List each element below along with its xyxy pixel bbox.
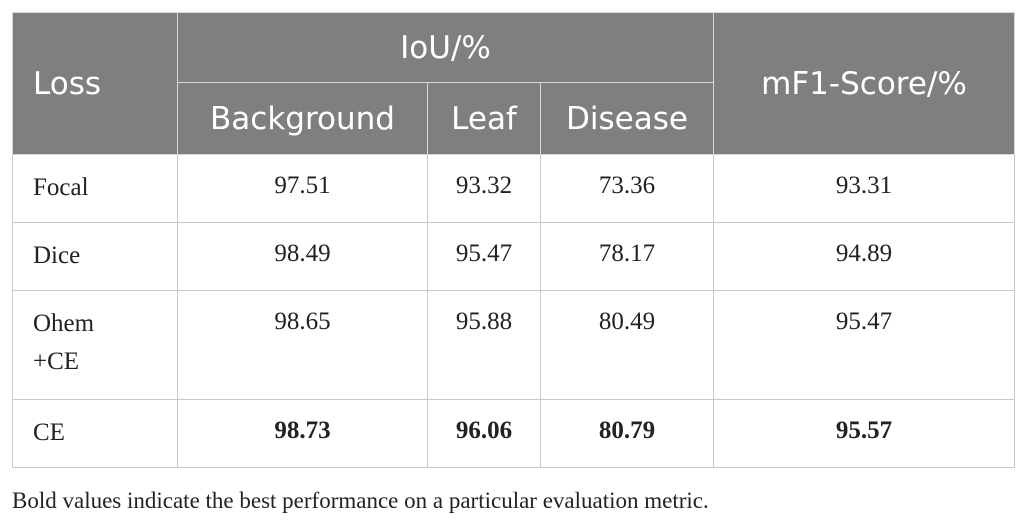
cell-background-iou: 97.51 bbox=[177, 154, 428, 223]
table-row: Ohem +CE 98.65 95.88 80.49 95.47 bbox=[12, 290, 1015, 400]
cell-leaf-iou: 95.47 bbox=[427, 222, 541, 291]
row-loss-name-line1: Ohem bbox=[33, 310, 95, 337]
table-footnote: Bold values indicate the best performanc… bbox=[12, 488, 709, 513]
loss-comparison-table: Loss IoU/% mF1-Score/% Background Leaf D… bbox=[12, 12, 1015, 468]
cell-background-iou: 98.73 bbox=[177, 399, 428, 468]
header-leaf: Leaf bbox=[427, 82, 541, 155]
cell-mf1-score: 93.31 bbox=[713, 154, 1015, 223]
header-row-1: Loss IoU/% mF1-Score/% bbox=[12, 12, 1015, 155]
cell-background-iou: 98.49 bbox=[177, 222, 428, 291]
header-mf1-score: mF1-Score/% bbox=[713, 12, 1015, 155]
cell-disease-iou: 78.17 bbox=[540, 222, 714, 291]
row-loss-name: Dice bbox=[12, 222, 178, 291]
cell-leaf-iou: 96.06 bbox=[427, 399, 541, 468]
header-row-2: Background Leaf Disease bbox=[13, 82, 1015, 155]
cell-background-iou: 98.65 bbox=[177, 290, 428, 400]
cell-mf1-score: 94.89 bbox=[713, 222, 1015, 291]
table-header: Loss IoU/% mF1-Score/% Background Leaf D… bbox=[12, 12, 1015, 155]
table-row: Dice 98.49 95.47 78.17 94.89 bbox=[12, 222, 1015, 291]
cell-disease-iou: 73.36 bbox=[540, 154, 714, 223]
cell-mf1-score: 95.57 bbox=[713, 399, 1015, 468]
header-iou-group: IoU/% bbox=[177, 12, 714, 83]
row-loss-name: Focal bbox=[12, 154, 178, 223]
cell-leaf-iou: 93.32 bbox=[427, 154, 541, 223]
header-loss: Loss bbox=[12, 12, 178, 155]
cell-mf1-score: 95.47 bbox=[713, 290, 1015, 400]
cell-disease-iou: 80.79 bbox=[540, 399, 714, 468]
header-disease: Disease bbox=[540, 82, 714, 155]
table-row-best: CE 98.73 96.06 80.79 95.57 bbox=[12, 399, 1015, 468]
row-loss-name-line2: +CE bbox=[33, 348, 80, 375]
table-body: Focal 97.51 93.32 73.36 93.31 Dice 98.49… bbox=[12, 154, 1015, 468]
header-background: Background bbox=[177, 82, 428, 155]
row-loss-name: Ohem +CE bbox=[12, 290, 178, 400]
row-loss-name: CE bbox=[12, 399, 178, 468]
results-table-container: Loss IoU/% mF1-Score/% Background Leaf D… bbox=[12, 12, 1015, 468]
cell-disease-iou: 80.49 bbox=[540, 290, 714, 400]
cell-leaf-iou: 95.88 bbox=[427, 290, 541, 400]
table-row: Focal 97.51 93.32 73.36 93.31 bbox=[12, 154, 1015, 223]
